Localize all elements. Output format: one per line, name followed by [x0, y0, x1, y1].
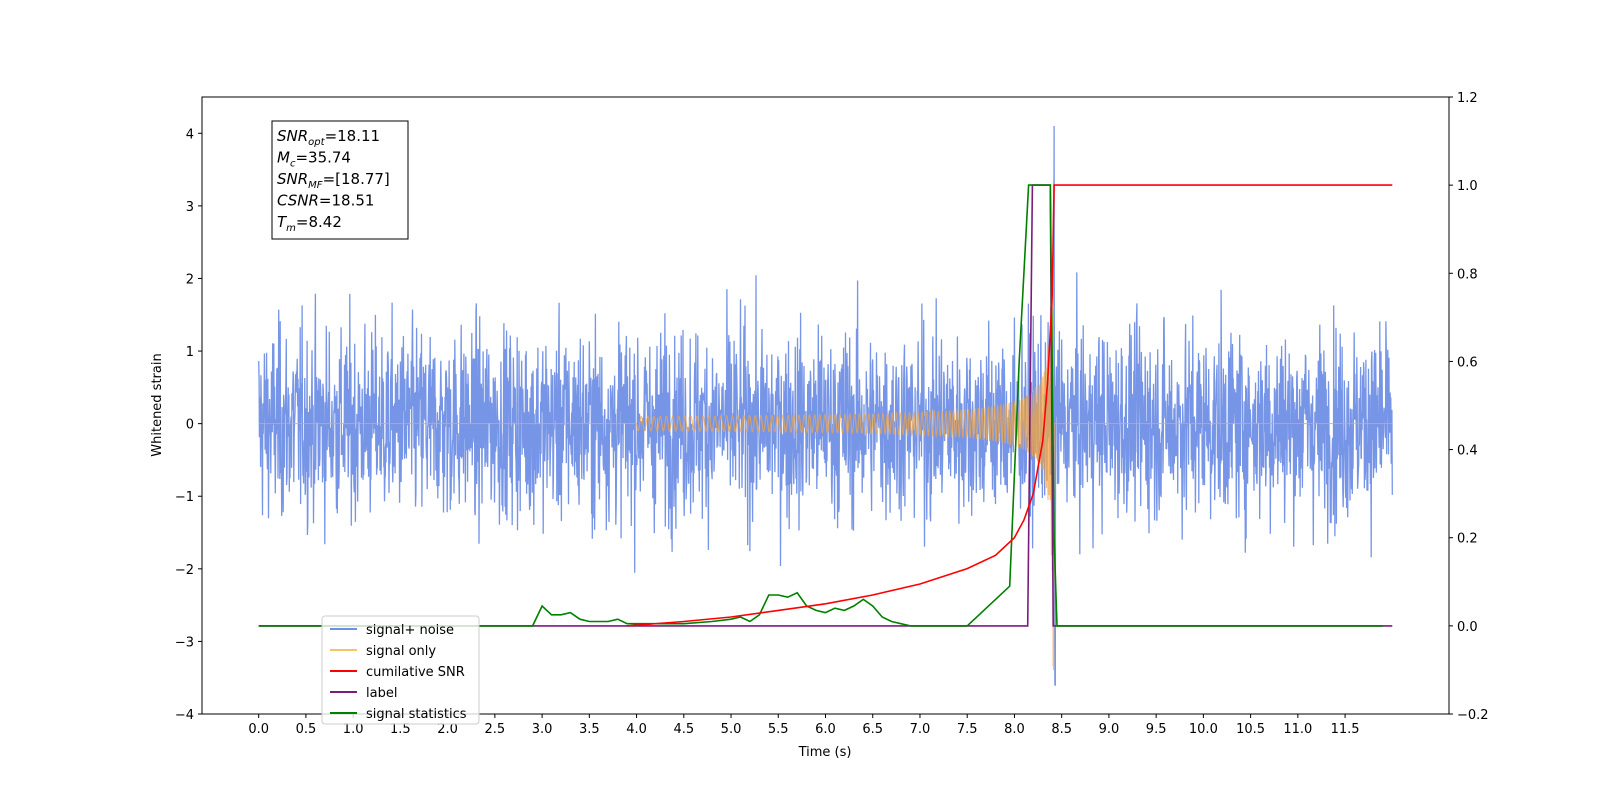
annotation-line: Tm=8.42	[277, 213, 342, 234]
x-tick-label: 2.0	[437, 722, 458, 737]
x-tick-label: 11.0	[1283, 722, 1312, 737]
legend: signal+ noise signal only cumilative SNR la…	[321, 615, 480, 725]
x-tick-label: 3.5	[579, 722, 600, 737]
y-axis-label: Whitened strain	[150, 353, 165, 456]
x-axis-label: Time (s)	[798, 745, 852, 760]
x-tick-label: 4.5	[673, 722, 694, 737]
cumulative-snr-line	[627, 184, 1393, 627]
x-tick-label: 2.5	[485, 722, 506, 737]
legend-label-label: label	[366, 686, 397, 701]
x-tick-label: 9.0	[1099, 722, 1120, 737]
annotation-line: SNRopt=18.11	[277, 127, 380, 148]
x-tick-label: 3.0	[532, 722, 553, 737]
y-left-tick-label: −3	[175, 635, 194, 650]
annotation-line: SNRMF=[18.77]	[277, 170, 390, 191]
legend-signal-only-label: signal only	[366, 644, 436, 659]
y-axis-right-ticks: 1.2 1.0 0.8 0.6 0.4 0.2 0.0 −0.2	[1449, 91, 1489, 723]
y-right-tick-label: −0.2	[1457, 708, 1489, 723]
x-tick-label: 1.0	[343, 722, 364, 737]
y-right-tick-label: 0.6	[1457, 355, 1478, 370]
x-tick-label: 7.5	[957, 722, 978, 737]
x-tick-label: 10.0	[1189, 722, 1218, 737]
x-axis-ticks: 0.0 0.5 1.0 1.5 2.0 2.5 3.0 3.5 4.0 4.5 5.0 5.5 6.0 6…	[248, 714, 1360, 737]
x-tick-label: 6.5	[862, 722, 883, 737]
y-right-tick-label: 1.0	[1457, 179, 1478, 194]
annotation-frame	[271, 120, 409, 240]
x-tick-label: 5.5	[768, 722, 789, 737]
y-left-tick-label: 2	[186, 272, 194, 287]
x-tick-label: 9.5	[1146, 722, 1167, 737]
legend-frame	[321, 615, 480, 725]
y-right-tick-label: 1.2	[1457, 91, 1478, 106]
signal-statistics-line	[258, 184, 1383, 627]
x-tick-label: 11.5	[1331, 722, 1360, 737]
y-right-tick-label: 0.0	[1457, 620, 1478, 635]
y-right-tick-label: 0.2	[1457, 532, 1478, 547]
y-right-tick-label: 0.4	[1457, 444, 1478, 459]
x-tick-label: 6.0	[815, 722, 836, 737]
x-tick-label: 5.0	[721, 722, 742, 737]
x-tick-label: 4.0	[626, 722, 647, 737]
y-left-tick-label: −4	[175, 708, 194, 723]
signal-noise-series	[258, 125, 1393, 686]
y-left-tick-label: −1	[175, 490, 194, 505]
metrics-annotation-box: SNRopt=18.11Mc=35.74SNRMF=[18.77]CSNR=18…	[271, 120, 409, 240]
x-tick-label: 8.5	[1051, 722, 1072, 737]
x-tick-label: 7.0	[910, 722, 931, 737]
x-tick-label: 1.5	[390, 722, 411, 737]
legend-cumulative-snr-label: cumilative SNR	[366, 665, 465, 680]
y-left-tick-label: 3	[186, 200, 194, 215]
x-tick-label: 8.0	[1004, 722, 1025, 737]
x-tick-label: 0.0	[248, 722, 269, 737]
annotation-line: CSNR=18.51	[277, 192, 374, 210]
legend-signal-statistics-label: signal statistics	[366, 707, 467, 722]
x-tick-label: 10.5	[1236, 722, 1265, 737]
y-left-tick-label: −2	[175, 563, 194, 578]
signal-only-line	[258, 179, 1393, 671]
y-right-tick-label: 0.8	[1457, 267, 1478, 282]
y-axis-left-ticks: 4 3 2 1 0 −1 −2 −3 −4	[175, 127, 202, 723]
legend-signal-noise-label: signal+ noise	[366, 623, 454, 638]
signal-only-series	[258, 179, 1393, 671]
y-left-tick-label: 4	[186, 127, 194, 142]
annotation-line: Mc=35.74	[277, 149, 351, 170]
x-tick-label: 0.5	[296, 722, 317, 737]
signal-noise-line	[258, 125, 1393, 686]
y-left-tick-label: 0	[186, 418, 194, 433]
right-axis-series	[258, 184, 1393, 627]
y-left-tick-label: 1	[186, 345, 194, 360]
